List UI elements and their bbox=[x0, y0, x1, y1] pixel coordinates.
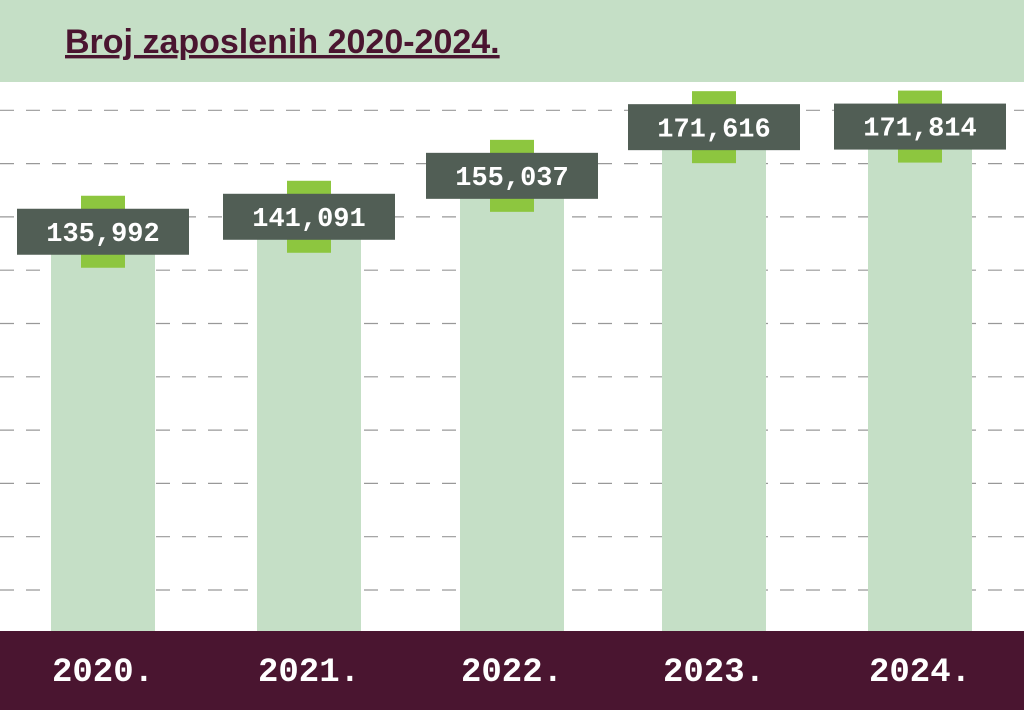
bar bbox=[662, 127, 766, 631]
x-tick-label: 2022. bbox=[461, 654, 563, 692]
value-label: 141,091 bbox=[252, 205, 365, 235]
bar bbox=[868, 126, 972, 631]
value-label: 155,037 bbox=[455, 164, 568, 194]
value-box bbox=[628, 104, 800, 151]
x-tick-label: 2023. bbox=[663, 654, 765, 692]
value-box bbox=[223, 193, 395, 240]
value-label: 171,814 bbox=[863, 115, 976, 145]
title-band bbox=[0, 0, 1024, 82]
bar bbox=[257, 216, 361, 631]
x-tick-label: 2020. bbox=[52, 654, 154, 692]
x-tick-label: 2024. bbox=[869, 654, 971, 692]
value-box bbox=[426, 152, 598, 199]
chart-title: Broj zaposlenih 2020-2024. bbox=[65, 23, 500, 61]
value-box bbox=[17, 208, 189, 255]
bar bbox=[460, 175, 564, 632]
value-label: 171,616 bbox=[657, 115, 770, 145]
value-box bbox=[834, 103, 1006, 150]
x-tick-label: 2021. bbox=[258, 654, 360, 692]
value-label: 135,992 bbox=[46, 220, 159, 250]
category-band bbox=[0, 631, 1024, 710]
bar bbox=[51, 231, 155, 631]
